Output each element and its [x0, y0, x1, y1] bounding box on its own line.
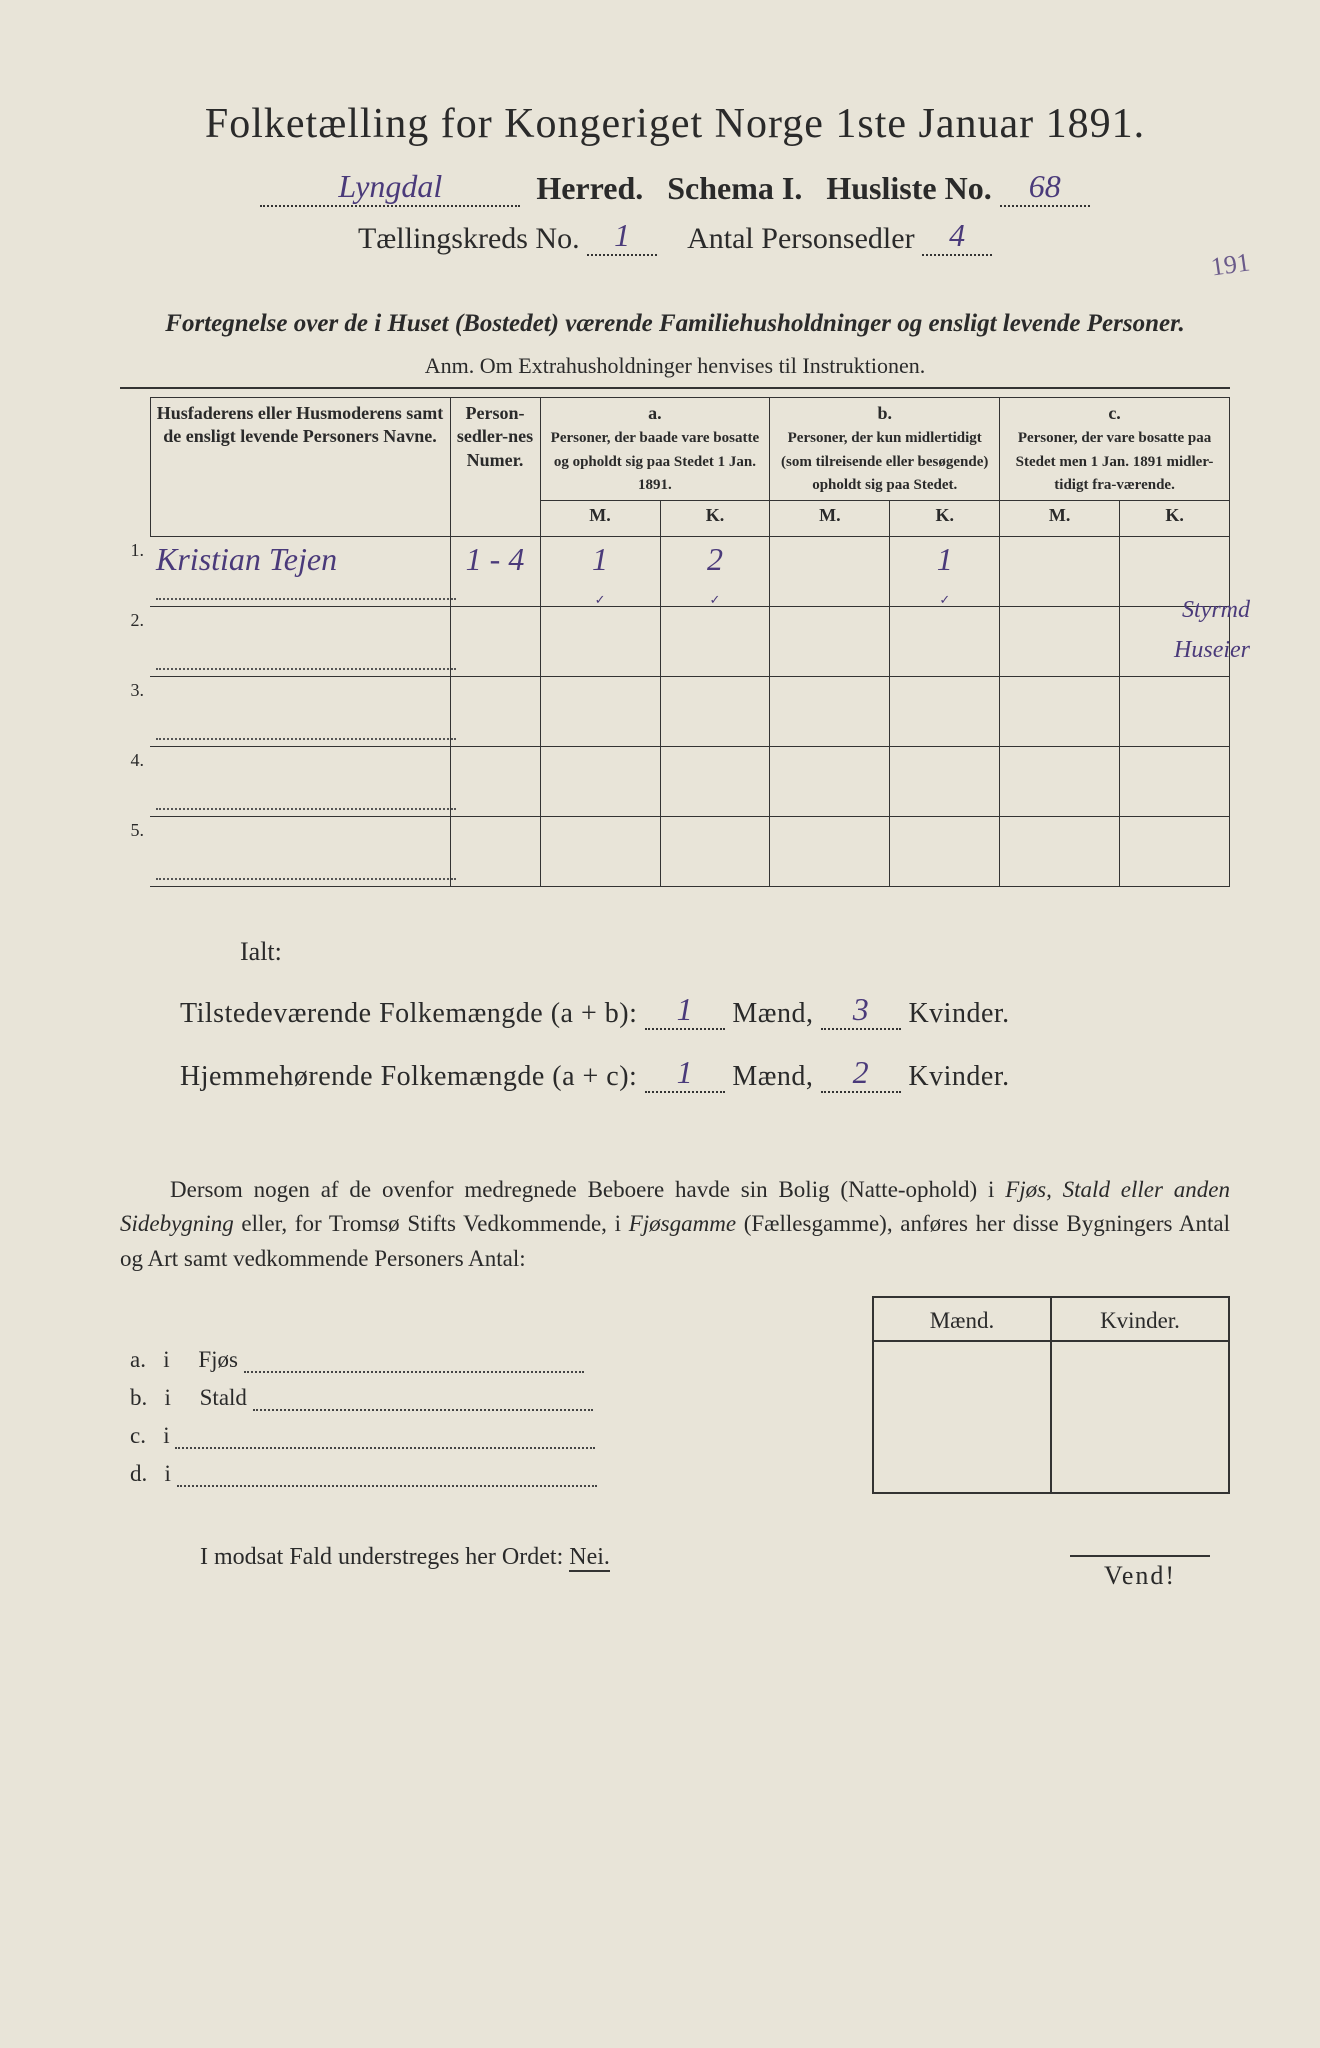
col-a: a. Personer, der baade vare bosatte og o… — [540, 398, 770, 501]
summary-present: Tilstedeværende Folkemængde (a + b): 1 M… — [180, 991, 1230, 1030]
side-row: d. i — [120, 1455, 1229, 1493]
col-b-k: K. — [890, 500, 1000, 536]
side-building-table: Mænd. Kvinder. a. i Fjøs b. i Stald c. — [120, 1296, 1230, 1494]
side-annotation-bottom: Huseier — [1174, 637, 1250, 663]
nei-word: Nei. — [569, 1544, 610, 1572]
resident-k: 2 — [821, 1054, 901, 1093]
row-name: Kristian Tejen — [156, 541, 337, 577]
side-row: b. i Stald — [120, 1379, 1229, 1417]
kreds-line: Tællingskreds No. 1 Antal Personsedler 4 — [120, 217, 1230, 256]
antal-label: Antal Personsedler — [687, 222, 914, 255]
row-ps: 1 - 4 — [466, 541, 525, 577]
col-b: b. Personer, der kun midlertidigt (som t… — [770, 398, 1000, 501]
side-row: c. i — [120, 1417, 1229, 1455]
row-am: 1 — [592, 541, 608, 577]
col-c-k: K. — [1120, 500, 1230, 536]
vend-label: Vend! — [1070, 1555, 1210, 1591]
side-row: a. i Fjøs — [120, 1341, 1229, 1379]
document-title: Folketælling for Kongeriget Norge 1ste J… — [120, 100, 1230, 148]
herred-value: Lyngdal — [260, 168, 520, 207]
section-title: Fortegnelse over de i Huset (Bostedet) v… — [120, 306, 1230, 341]
col-a-k: K. — [660, 500, 770, 536]
row-ak: 2 — [707, 541, 723, 577]
col-a-m: M. — [540, 500, 660, 536]
side-k-head: Kvinder. — [1051, 1297, 1229, 1341]
ialt-label: Ialt: — [240, 937, 1230, 967]
col-personsedler: Person-sedler-nes Numer. — [450, 398, 540, 537]
table-row: 1. Kristian Tejen 1 - 4 1✓ 2✓ 1✓ — [120, 536, 1230, 606]
husliste-value: 68 — [1000, 168, 1090, 207]
husliste-label: Husliste No. — [826, 170, 991, 206]
herred-line: Lyngdal Herred. Schema I. Husliste No. 6… — [120, 168, 1230, 207]
side-annotation-top: Styrmd — [1182, 597, 1250, 623]
anm-note: Anm. Om Extrahusholdninger henvises til … — [120, 353, 1230, 389]
side-building-paragraph: Dersom nogen af de ovenfor medregnede Be… — [120, 1173, 1230, 1277]
resident-m: 1 — [645, 1054, 725, 1093]
census-form-page: 191 Folketælling for Kongeriget Norge 1s… — [0, 0, 1320, 1631]
col-names: Husfaderens eller Husmoderens samt de en… — [150, 398, 450, 537]
present-m: 1 — [645, 991, 725, 1030]
col-c-m: M. — [1000, 500, 1120, 536]
table-row: 3. — [120, 676, 1230, 746]
side-m-head: Mænd. — [873, 1297, 1051, 1341]
table-row: 4. — [120, 746, 1230, 816]
col-b-m: M. — [770, 500, 890, 536]
schema-label: Schema I. — [667, 170, 802, 206]
table-row: 2. — [120, 606, 1230, 676]
antal-value: 4 — [922, 217, 992, 256]
row-bk: 1 — [937, 541, 953, 577]
herred-label: Herred. — [536, 170, 643, 206]
present-k: 3 — [821, 991, 901, 1030]
col-c: c. Personer, der vare bosatte paa Stedet… — [1000, 398, 1230, 501]
kreds-label: Tællingskreds No. — [358, 222, 580, 255]
kreds-value: 1 — [587, 217, 657, 256]
summary-resident: Hjemmehørende Folkemængde (a + c): 1 Mæn… — [180, 1054, 1230, 1093]
household-table: Husfaderens eller Husmoderens samt de en… — [120, 397, 1230, 887]
table-row: 5. — [120, 816, 1230, 886]
